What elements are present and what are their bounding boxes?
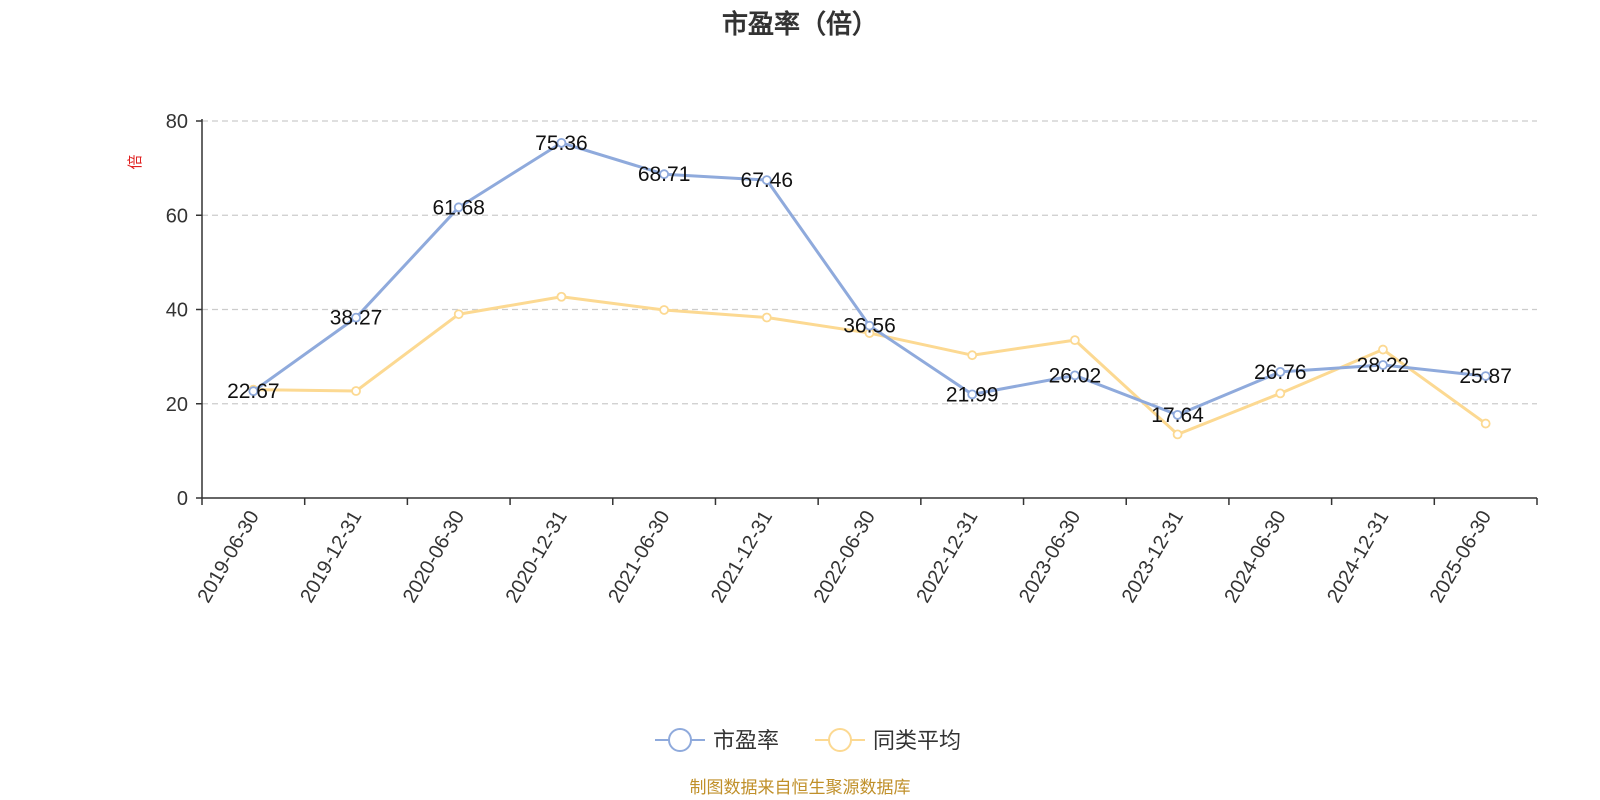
data-label: 68.71 (638, 163, 691, 186)
series-layer (248, 137, 1491, 440)
x-tick-label: 2023-12-31 (1118, 507, 1188, 607)
data-label: 67.46 (741, 169, 794, 192)
data-label: 61.68 (432, 196, 485, 219)
data-point (1172, 429, 1183, 440)
data-label: 26.02 (1049, 364, 1102, 387)
data-point (1069, 370, 1080, 381)
data-point (1480, 418, 1491, 429)
y-axis-unit-label: 倍 (127, 154, 144, 169)
legend[interactable]: 市盈率 同类平均 (655, 728, 961, 753)
data-point (1378, 344, 1388, 355)
data-label: 28.22 (1357, 354, 1410, 377)
data-label: 25.87 (1459, 365, 1512, 388)
data-point (967, 389, 978, 400)
legend-label: 市盈率 (713, 728, 779, 753)
x-tick-label: 2024-12-31 (1323, 507, 1393, 607)
data-point (1275, 366, 1286, 377)
data-point (248, 386, 259, 397)
data-point (351, 386, 361, 396)
data-source-note: 制图数据来自恒生聚源数据库 (690, 778, 911, 797)
x-tick-label: 2023-06-30 (1015, 507, 1085, 607)
data-label: 26.76 (1254, 361, 1307, 384)
x-tick-label: 2021-06-30 (604, 507, 674, 607)
grid-lines (202, 120, 1537, 405)
x-tick-label: 2025-06-30 (1426, 507, 1496, 607)
x-tick-label: 2019-12-31 (296, 507, 366, 607)
y-tick-label: 60 (166, 205, 188, 227)
legend-swatch-marker (668, 728, 692, 752)
legend-item[interactable]: 同类平均 (815, 728, 961, 753)
x-tick-label: 2021-12-31 (707, 507, 777, 607)
data-label: 22.67 (227, 380, 280, 403)
data-label: 21.99 (946, 383, 999, 406)
data-point (1069, 335, 1080, 346)
axes: 0 20 40 60 80 2019-06-30 2019-12-31 2020-06-30 2… (166, 111, 1538, 607)
data-point (453, 309, 464, 320)
x-tick-label: 2022-12-31 (912, 507, 982, 607)
data-label: 75.36 (535, 132, 588, 155)
data-point (556, 291, 567, 302)
data-point (659, 305, 670, 315)
data-point (864, 320, 875, 331)
legend-item[interactable]: 市盈率 (655, 728, 779, 753)
legend-swatch-marker (828, 728, 852, 752)
data-label: 36.56 (843, 315, 896, 338)
data-point (1172, 409, 1183, 420)
data-label: 17.64 (1151, 404, 1204, 427)
x-tick-label: 2019-06-30 (194, 507, 264, 607)
data-point (761, 175, 772, 185)
data-point (967, 350, 978, 361)
data-point (351, 312, 361, 323)
legend-label: 同类平均 (873, 728, 961, 753)
data-point (556, 137, 567, 148)
data-point (1378, 360, 1388, 370)
data-point (1275, 388, 1286, 399)
chart-title: 市盈率（倍） (722, 9, 878, 39)
y-tick-label: 0 (177, 488, 188, 510)
y-tick-label: 80 (166, 111, 188, 133)
x-tick-label: 2020-12-31 (502, 507, 572, 607)
y-tick-label: 40 (166, 300, 188, 322)
x-tick-label: 2020-06-30 (399, 507, 469, 607)
data-point (1480, 371, 1491, 381)
data-point (659, 169, 670, 180)
data-point (453, 202, 464, 213)
y-tick-label: 20 (166, 394, 188, 416)
data-label: 38.27 (330, 307, 383, 330)
x-tick-label: 2022-06-30 (810, 507, 880, 607)
data-labels: 22.67 38.27 61.68 75.36 68.71 67.46 36.56 21.99… (227, 132, 1512, 427)
x-tick-label: 2024-06-30 (1220, 507, 1290, 607)
data-point (761, 312, 772, 323)
